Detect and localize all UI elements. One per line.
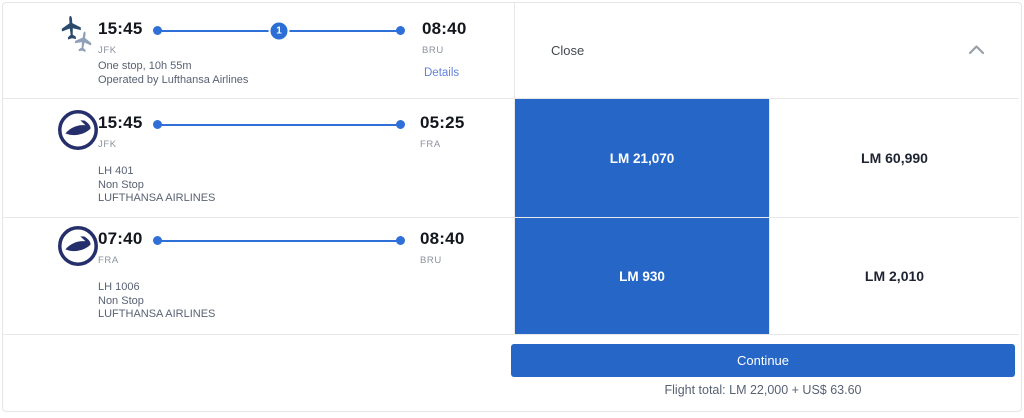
flight-card: 15:45 JFK 1 08:40 BRU One stop, 10h 55m …: [2, 2, 1022, 412]
details-link[interactable]: Details: [424, 67, 460, 79]
segment-departure-code: FRA: [98, 255, 119, 266]
row-divider-3: [3, 334, 1019, 335]
summary-arrival-code: BRU: [422, 45, 444, 56]
row-divider-1: [3, 98, 1019, 99]
segment-timeline: [153, 236, 405, 245]
summary-departure-code: JFK: [98, 45, 117, 56]
segment-departure-time: 15:45: [98, 113, 143, 132]
segment-arrival-code: FRA: [420, 139, 441, 150]
timeline-dot: [396, 236, 405, 245]
flight-total-text: Flight total: LM 22,000 + US$ 63.60: [664, 383, 862, 397]
summary-operated-by: Operated by Lufthansa Airlines: [98, 74, 249, 86]
airline-name: LUFTHANSA AIRLINES: [98, 192, 216, 204]
flight-number: LH 401: [98, 165, 134, 177]
segment-arrival-code: BRU: [420, 255, 442, 266]
summary-timeline: 1: [153, 20, 405, 41]
fare-option-selected[interactable]: LM 930: [515, 218, 769, 334]
timeline-line: [157, 239, 401, 242]
airline-name: LUFTHANSA AIRLINES: [98, 308, 216, 320]
fare-option-selected[interactable]: LM 21,070: [515, 99, 769, 217]
segment-details: LH 1006 Non Stop LUFTHANSA AIRLINES: [98, 281, 215, 322]
left-right-divider: [514, 3, 515, 334]
timeline-dot: [396, 26, 405, 35]
continue-button[interactable]: Continue: [511, 344, 1015, 377]
close-label: Close: [551, 43, 585, 58]
stop-count-badge: 1: [268, 20, 290, 41]
segment-timeline: [153, 120, 405, 129]
summary-arrival-time: 08:40: [422, 19, 467, 38]
close-panel-toggle[interactable]: Close: [515, 3, 1021, 98]
summary-stop-info: One stop, 10h 55m: [98, 60, 192, 72]
summary-departure-time: 15:45: [98, 19, 143, 38]
timeline-dot: [396, 120, 405, 129]
segment-departure-time: 07:40: [98, 229, 143, 248]
lufthansa-crane-icon: [57, 225, 99, 272]
segment-departure-code: JFK: [98, 139, 117, 150]
timeline-line: [157, 123, 401, 126]
fare-option-alternative[interactable]: LM 60,990: [861, 150, 928, 166]
chevron-up-icon[interactable]: [968, 42, 985, 60]
stops-label: Non Stop: [98, 178, 144, 191]
segment-details: LH 401 Non Stop LUFTHANSA AIRLINES: [98, 165, 215, 206]
row-divider-2: [3, 217, 1019, 218]
flight-number: LH 1006: [98, 281, 140, 293]
stops-label: Non Stop: [98, 294, 144, 307]
two-planes-icon: [54, 13, 102, 68]
lufthansa-crane-icon: [57, 109, 99, 156]
fare-column-divider: [769, 99, 770, 334]
fare-option-alternative[interactable]: LM 2,010: [864, 268, 925, 284]
segment-arrival-time: 05:25: [420, 113, 465, 132]
segment-arrival-time: 08:40: [420, 229, 465, 248]
